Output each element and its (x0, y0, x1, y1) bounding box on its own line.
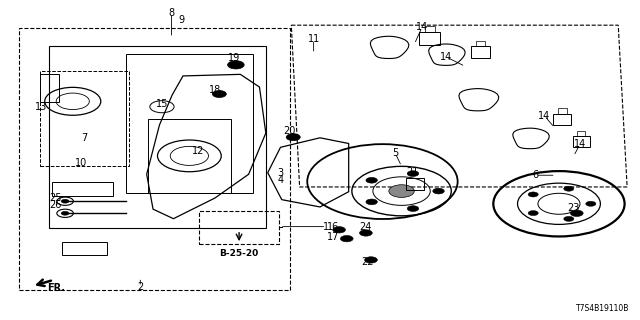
Text: 12: 12 (191, 146, 204, 156)
Circle shape (366, 177, 378, 183)
Bar (577, 131, 586, 136)
Bar (49, 46, 266, 228)
Circle shape (228, 61, 244, 69)
Circle shape (407, 206, 419, 212)
Text: FR.: FR. (47, 283, 65, 292)
Circle shape (212, 91, 227, 98)
Circle shape (365, 257, 378, 263)
Circle shape (564, 186, 574, 191)
Circle shape (286, 134, 300, 141)
Circle shape (57, 197, 74, 205)
Text: 9: 9 (178, 15, 184, 25)
Bar (199, 211, 278, 244)
Text: 14: 14 (538, 111, 550, 121)
Text: 3: 3 (277, 168, 284, 178)
Text: 6: 6 (532, 170, 538, 180)
Circle shape (57, 209, 74, 217)
Bar (406, 178, 424, 190)
Text: 8: 8 (168, 8, 175, 19)
Bar (19, 28, 290, 290)
Bar (557, 108, 566, 114)
Text: 7: 7 (81, 133, 87, 143)
Bar (573, 136, 589, 147)
Bar (419, 32, 440, 44)
Text: 15: 15 (156, 99, 168, 108)
Circle shape (333, 227, 346, 233)
Bar (40, 71, 129, 166)
Circle shape (407, 171, 419, 176)
Text: 18: 18 (209, 84, 221, 95)
Circle shape (61, 199, 69, 203)
Text: 13: 13 (35, 102, 47, 112)
Text: 26: 26 (49, 200, 61, 210)
Text: 2: 2 (137, 282, 143, 292)
Text: 14: 14 (574, 139, 586, 149)
Circle shape (570, 210, 583, 216)
Circle shape (528, 211, 538, 216)
Text: 22: 22 (362, 257, 374, 267)
Text: T7S4B19110B: T7S4B19110B (575, 304, 629, 313)
Bar (476, 41, 485, 46)
Text: 14: 14 (416, 22, 428, 32)
Circle shape (433, 188, 444, 194)
Text: 10: 10 (75, 157, 87, 168)
Text: 11: 11 (307, 35, 320, 44)
Bar (40, 74, 59, 102)
Text: 24: 24 (360, 222, 372, 232)
Circle shape (564, 216, 574, 221)
Circle shape (61, 212, 69, 215)
Bar (125, 54, 253, 193)
Text: B-25-20: B-25-20 (220, 249, 259, 258)
Bar (52, 182, 113, 196)
Text: 25: 25 (49, 193, 62, 203)
Circle shape (340, 236, 353, 242)
Circle shape (528, 192, 538, 197)
Bar (553, 114, 571, 125)
Circle shape (389, 185, 414, 197)
Circle shape (586, 201, 596, 206)
Bar (471, 46, 490, 58)
Text: 16: 16 (326, 222, 339, 232)
Text: 21: 21 (406, 167, 419, 177)
Text: 5: 5 (392, 148, 398, 158)
Text: 19: 19 (228, 53, 240, 63)
Text: 4: 4 (277, 175, 284, 185)
Circle shape (360, 230, 372, 236)
Bar (148, 119, 231, 193)
Circle shape (366, 199, 378, 205)
Text: 20: 20 (284, 126, 296, 136)
Text: 14: 14 (440, 52, 452, 62)
Text: 1: 1 (323, 222, 330, 232)
Text: 23: 23 (568, 203, 580, 213)
Bar (424, 27, 435, 32)
Text: 17: 17 (326, 232, 339, 242)
